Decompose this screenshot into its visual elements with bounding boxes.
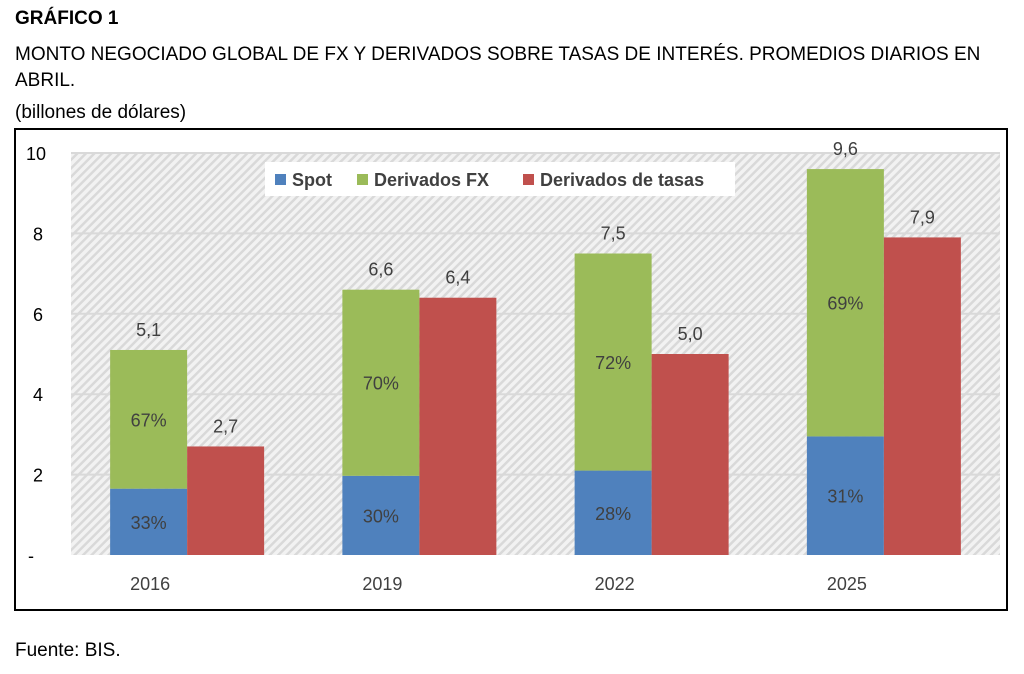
bar-derivados-tasas <box>651 354 729 555</box>
tasas-value-label: 7,9 <box>910 207 935 227</box>
spot-pct-label: 33% <box>131 513 167 533</box>
fx-pct-label: 72% <box>595 353 631 373</box>
x-tick-label: 2016 <box>130 574 170 594</box>
bar-derivados-fx <box>806 169 884 437</box>
fx-pct-label: 67% <box>131 410 167 430</box>
fx-total-label: 7,5 <box>601 224 626 244</box>
y-tick-label: 8 <box>33 224 43 244</box>
bar-spot <box>574 470 652 555</box>
bar-derivados-fx <box>342 289 420 476</box>
x-tick-label: 2019 <box>362 574 402 594</box>
bar-derivados-tasas <box>187 446 265 555</box>
bar-spot <box>110 488 188 555</box>
bar-spot <box>806 436 884 555</box>
bar-derivados-tasas <box>883 237 961 556</box>
x-tick-label: 2025 <box>827 574 867 594</box>
bar-derivados-fx <box>574 253 652 471</box>
unit-label: (billones de dólares) <box>15 102 187 123</box>
tasas-value-label: 5,0 <box>678 324 703 344</box>
legend-box <box>265 162 735 196</box>
chart-subtitle: MONTO NEGOCIADO GLOBAL DE FX Y DERIVADOS… <box>15 44 981 91</box>
legend-swatch <box>275 174 286 185</box>
legend-label: Derivados de tasas <box>540 170 704 190</box>
bar-derivados-tasas <box>419 297 497 555</box>
x-tick-label: 2022 <box>595 574 635 594</box>
y-tick-label: 4 <box>33 385 43 405</box>
y-tick-label: - <box>28 546 34 566</box>
bar-derivados-fx <box>110 349 188 489</box>
y-tick-label: 2 <box>33 466 43 486</box>
spot-pct-label: 31% <box>827 487 863 507</box>
legend-label: Derivados FX <box>374 170 489 190</box>
fx-total-label: 9,6 <box>833 139 858 159</box>
source-note: Fuente: BIS. <box>15 640 121 661</box>
bar-spot <box>342 475 420 555</box>
fx-total-label: 6,6 <box>368 260 393 280</box>
y-tick-label: 6 <box>33 305 43 325</box>
spot-pct-label: 28% <box>595 504 631 524</box>
legend-label: Spot <box>292 170 332 190</box>
tasas-value-label: 2,7 <box>213 416 238 436</box>
fx-pct-label: 69% <box>827 294 863 314</box>
fx-pct-label: 70% <box>363 374 399 394</box>
tasas-value-label: 6,4 <box>445 268 470 288</box>
fx-total-label: 5,1 <box>136 320 161 340</box>
legend-swatch <box>357 174 368 185</box>
spot-pct-label: 30% <box>363 506 399 526</box>
chart-frame <box>14 128 1008 611</box>
y-tick-label: 10 <box>26 144 46 164</box>
chart-title: GRÁFICO 1 <box>15 8 119 29</box>
legend-swatch <box>523 174 534 185</box>
